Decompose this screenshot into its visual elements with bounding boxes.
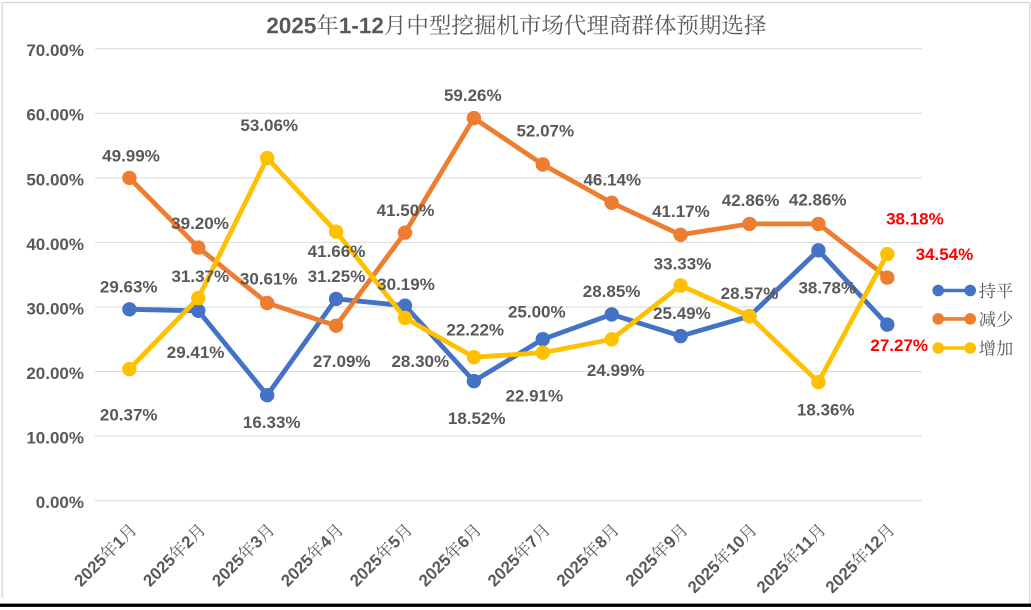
svg-text:20.00%: 20.00%	[26, 364, 84, 383]
svg-text:42.86%: 42.86%	[722, 191, 780, 210]
svg-text:27.09%: 27.09%	[313, 352, 371, 371]
svg-text:0.00%: 0.00%	[36, 493, 84, 512]
svg-text:30.00%: 30.00%	[26, 299, 84, 318]
svg-text:38.78%: 38.78%	[798, 279, 856, 298]
svg-text:18.36%: 18.36%	[797, 401, 855, 420]
svg-text:30.19%: 30.19%	[377, 275, 435, 294]
svg-text:49.99%: 49.99%	[102, 146, 160, 165]
svg-text:41.66%: 41.66%	[308, 242, 366, 261]
svg-text:53.06%: 53.06%	[240, 116, 298, 135]
svg-text:39.20%: 39.20%	[171, 214, 229, 233]
svg-text:34.54%: 34.54%	[916, 245, 974, 264]
svg-text:25.49%: 25.49%	[653, 304, 711, 323]
svg-text:59.26%: 59.26%	[444, 86, 502, 105]
svg-text:31.37%: 31.37%	[171, 267, 229, 286]
svg-text:18.52%: 18.52%	[448, 409, 506, 428]
svg-text:30.61%: 30.61%	[240, 270, 298, 289]
svg-text:50.00%: 50.00%	[26, 170, 84, 189]
svg-text:40.00%: 40.00%	[26, 235, 84, 254]
svg-text:60.00%: 60.00%	[26, 106, 84, 125]
svg-text:29.41%: 29.41%	[167, 343, 225, 362]
svg-text:33.33%: 33.33%	[654, 255, 712, 274]
svg-text:27.27%: 27.27%	[870, 336, 928, 355]
svg-text:16.33%: 16.33%	[243, 413, 301, 432]
svg-text:29.63%: 29.63%	[100, 278, 158, 297]
svg-text:42.86%: 42.86%	[789, 191, 847, 210]
svg-text:70.00%: 70.00%	[26, 41, 84, 60]
svg-text:10.00%: 10.00%	[26, 428, 84, 447]
svg-text:28.85%: 28.85%	[583, 282, 641, 301]
svg-text:52.07%: 52.07%	[516, 121, 574, 140]
svg-text:41.50%: 41.50%	[377, 201, 435, 220]
svg-text:28.57%: 28.57%	[721, 284, 779, 303]
svg-text:22.22%: 22.22%	[446, 321, 504, 340]
svg-text:22.91%: 22.91%	[505, 386, 563, 405]
svg-text:41.17%: 41.17%	[652, 202, 710, 221]
svg-text:31.25%: 31.25%	[308, 267, 366, 286]
svg-text:24.99%: 24.99%	[587, 361, 645, 380]
svg-text:46.14%: 46.14%	[583, 170, 641, 189]
svg-text:25.00%: 25.00%	[508, 303, 566, 322]
svg-text:38.18%: 38.18%	[886, 209, 944, 228]
svg-text:20.37%: 20.37%	[100, 405, 158, 424]
svg-text:28.30%: 28.30%	[391, 352, 449, 371]
